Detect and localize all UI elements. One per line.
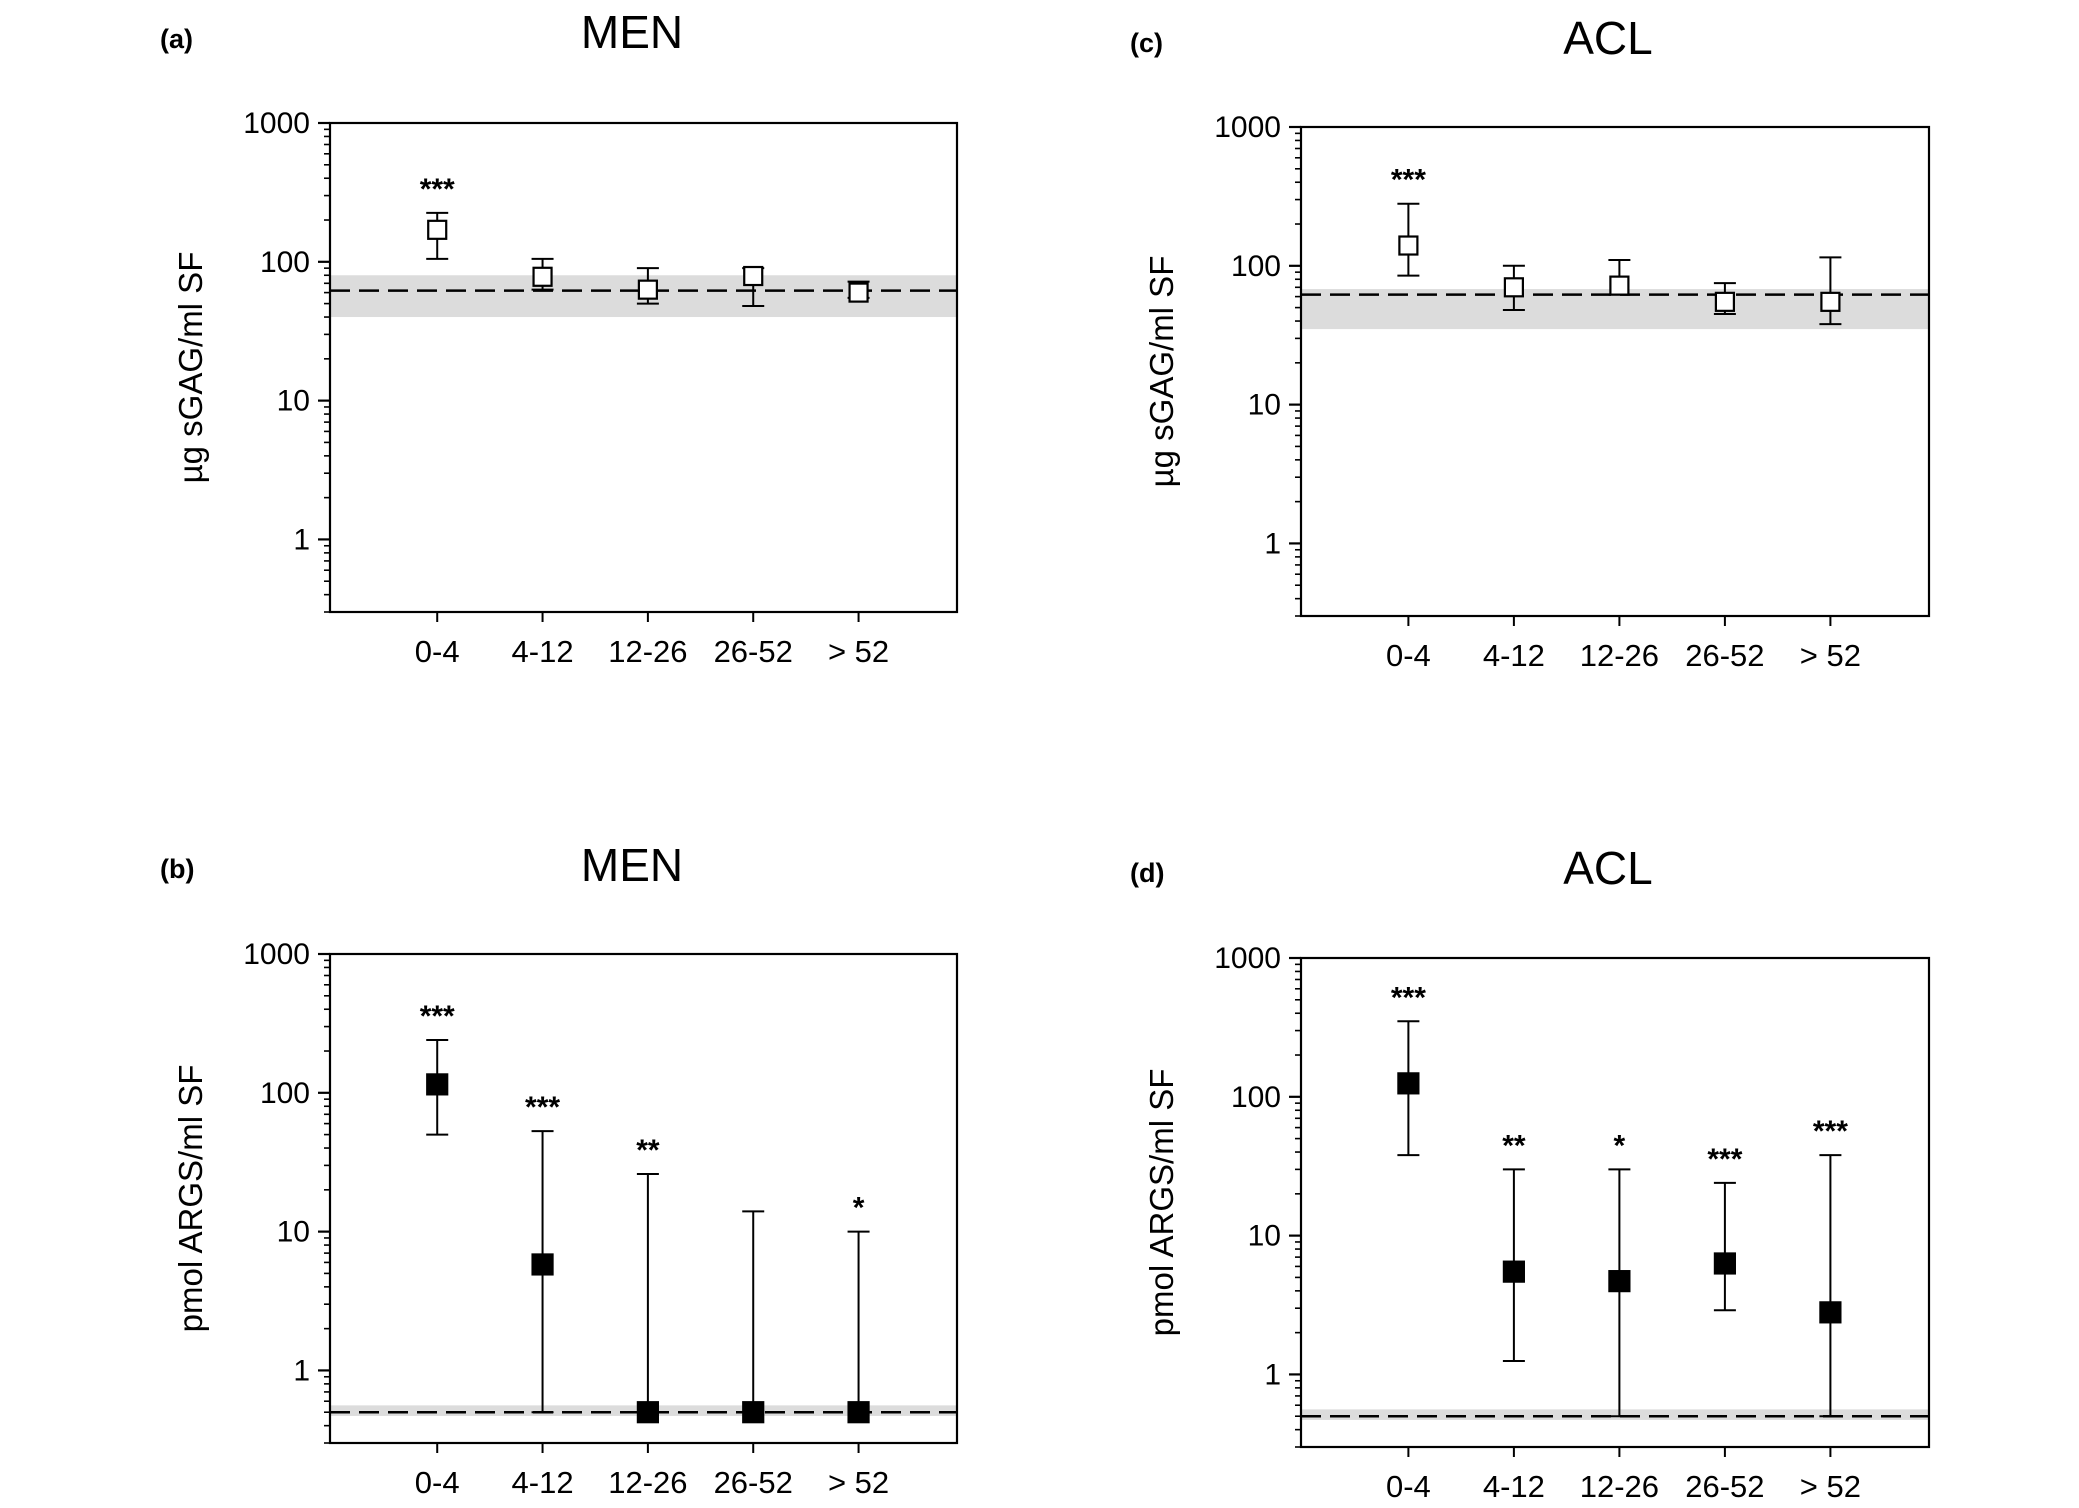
chart-title: MEN xyxy=(581,839,683,891)
data-point xyxy=(532,266,553,287)
y-tick-label: 1000 xyxy=(243,107,310,140)
data-point xyxy=(1713,1252,1737,1275)
significance-label: * xyxy=(853,1192,865,1225)
y-tick-label: 1 xyxy=(1264,1358,1281,1391)
x-tick-label: > 52 xyxy=(828,1465,889,1500)
y-tick-label: 1 xyxy=(293,523,310,556)
data-point xyxy=(427,219,448,240)
data-point xyxy=(1608,1270,1631,1293)
significance-label: *** xyxy=(420,1000,455,1033)
data-point xyxy=(1397,1072,1420,1095)
data-point xyxy=(1503,277,1524,298)
significance-label: *** xyxy=(1707,1143,1742,1176)
y-axis-label: pmol ARGS/ml SF xyxy=(1143,1069,1180,1337)
chart-panel: (b) MEN 1 10 100 1000 pmol ARGS/ml SF 0-4 4-12 12… xyxy=(160,839,959,1500)
data-point xyxy=(426,1073,449,1096)
data-point xyxy=(742,1401,765,1424)
x-tick-label: 12-26 xyxy=(608,634,687,669)
panel-label: (b) xyxy=(160,854,194,884)
significance-label: *** xyxy=(1391,164,1426,197)
y-tick-label: 10 xyxy=(1248,389,1281,422)
reference-band xyxy=(1302,1409,1928,1420)
data-point xyxy=(637,279,658,300)
data-point xyxy=(1819,1301,1842,1324)
plot-frame xyxy=(328,121,959,614)
data-point xyxy=(531,1253,554,1276)
plot-frame xyxy=(1299,125,1931,618)
chart-title: ACL xyxy=(1563,842,1652,894)
data-point xyxy=(848,282,869,303)
x-tick-label: 26-52 xyxy=(1685,638,1764,673)
y-tick-label: 1 xyxy=(293,1354,310,1387)
chart-panel: (a) MEN 1 10 100 1000 µg sGAG/ml SF 0-4 4-12 12-2… xyxy=(160,6,959,669)
x-tick-label: 0-4 xyxy=(415,634,460,669)
plot-frame xyxy=(328,952,959,1445)
x-tick-label: 4-12 xyxy=(1483,638,1545,673)
y-tick-label: 100 xyxy=(260,246,310,279)
chart-title: MEN xyxy=(581,6,683,58)
y-tick-label: 10 xyxy=(1248,1220,1281,1253)
significance-label: *** xyxy=(1391,981,1426,1014)
x-tick-label: 26-52 xyxy=(1685,1469,1764,1504)
x-tick-label: 4-12 xyxy=(512,634,574,669)
x-tick-label: 4-12 xyxy=(512,1465,574,1500)
chart-title: ACL xyxy=(1563,12,1652,64)
chart-panel: (c) ACL 1 10 100 1000 µg sGAG/ml SF 0-4 4-12 12-2… xyxy=(1130,12,1931,673)
y-tick-label: 1 xyxy=(1264,527,1281,560)
x-tick-label: 26-52 xyxy=(714,1465,793,1500)
y-tick-label: 1000 xyxy=(1214,942,1281,975)
significance-label: ** xyxy=(636,1134,660,1167)
x-tick-label: 12-26 xyxy=(608,1465,687,1500)
significance-label: *** xyxy=(420,173,455,206)
panel-label: (a) xyxy=(160,24,193,54)
y-axis-label: µg sGAG/ml SF xyxy=(172,252,209,484)
significance-label: *** xyxy=(1813,1115,1848,1148)
panel-label: (d) xyxy=(1130,858,1164,888)
x-tick-label: 0-4 xyxy=(1386,638,1431,673)
x-tick-label: > 52 xyxy=(828,634,889,669)
y-tick-label: 100 xyxy=(1231,250,1281,283)
data-point xyxy=(1609,275,1630,296)
data-point xyxy=(1714,291,1736,312)
panel-label: (c) xyxy=(1130,28,1163,58)
plot-frame xyxy=(1299,956,1931,1449)
data-point xyxy=(847,1401,870,1424)
y-tick-label: 1000 xyxy=(243,938,310,971)
y-tick-label: 100 xyxy=(1231,1081,1281,1114)
x-tick-label: 12-26 xyxy=(1580,638,1659,673)
data-point xyxy=(1820,291,1841,312)
x-tick-label: 4-12 xyxy=(1483,1469,1545,1504)
chart-panel: (d) ACL 1 10 100 1000 pmol ARGS/ml SF 0-4 4-12 12… xyxy=(1130,842,1931,1504)
x-tick-label: 26-52 xyxy=(714,634,793,669)
y-tick-label: 1000 xyxy=(1214,111,1281,144)
x-tick-label: > 52 xyxy=(1800,638,1861,673)
y-axis-label: µg sGAG/ml SF xyxy=(1143,256,1180,488)
x-tick-label: 0-4 xyxy=(415,1465,460,1500)
significance-label: ** xyxy=(1502,1129,1526,1162)
data-point xyxy=(743,265,764,287)
data-point xyxy=(636,1401,659,1424)
y-tick-label: 10 xyxy=(277,1216,310,1249)
data-point xyxy=(1398,235,1419,256)
significance-label: *** xyxy=(525,1091,560,1124)
x-tick-label: > 52 xyxy=(1800,1469,1861,1504)
y-tick-label: 10 xyxy=(277,385,310,418)
x-tick-label: 0-4 xyxy=(1386,1469,1431,1504)
significance-label: * xyxy=(1614,1129,1626,1162)
data-point xyxy=(1502,1260,1525,1283)
y-tick-label: 100 xyxy=(260,1077,310,1110)
x-tick-label: 12-26 xyxy=(1580,1469,1659,1504)
y-axis-label: pmol ARGS/ml SF xyxy=(172,1065,209,1333)
